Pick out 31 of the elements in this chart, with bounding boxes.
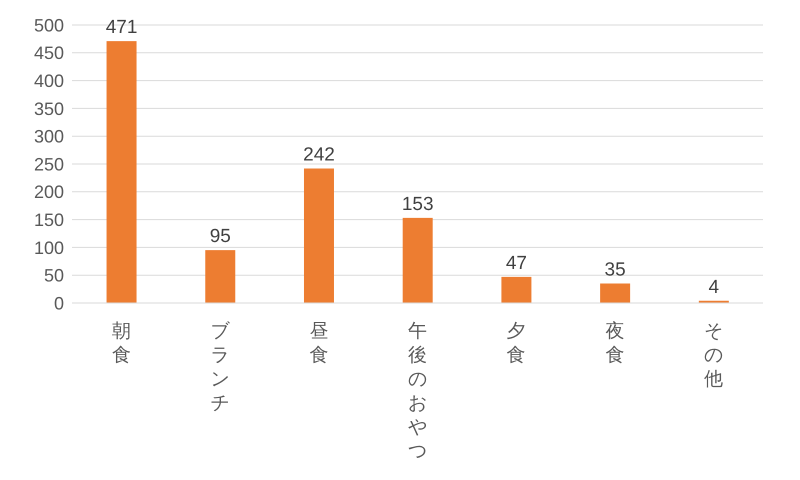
y-tick-label: 100 bbox=[34, 238, 64, 258]
x-tick-label: 夜食 bbox=[605, 320, 624, 366]
y-tick-label: 200 bbox=[34, 182, 64, 202]
bar bbox=[402, 218, 433, 303]
data-label: 4 bbox=[708, 276, 720, 298]
x-tick-label: 夕食 bbox=[506, 321, 526, 366]
bar bbox=[600, 284, 630, 303]
y-tick-label: 300 bbox=[34, 126, 64, 147]
y-tick-label: 150 bbox=[34, 210, 64, 230]
data-label: 153 bbox=[402, 194, 434, 215]
data-label: 242 bbox=[303, 144, 335, 166]
y-tick-label: 500 bbox=[34, 15, 64, 36]
data-label: 47 bbox=[506, 252, 527, 274]
y-tick-label: 450 bbox=[34, 43, 64, 64]
x-tick-label: 午後のおやつ bbox=[408, 321, 427, 462]
data-label: 95 bbox=[210, 226, 231, 248]
data-label: 471 bbox=[106, 17, 138, 38]
bar bbox=[205, 250, 236, 303]
y-tick-label: 250 bbox=[34, 154, 64, 174]
bar bbox=[106, 41, 137, 303]
y-tick-label: 400 bbox=[34, 70, 64, 91]
y-tick-label: 350 bbox=[34, 98, 64, 119]
bar bbox=[304, 168, 334, 303]
x-tick-label: 朝食 bbox=[112, 321, 131, 366]
x-tick-label: ブランチ bbox=[210, 321, 231, 414]
x-tick-label: その他 bbox=[704, 321, 724, 390]
y-tick-label: 50 bbox=[44, 266, 64, 286]
bar bbox=[501, 276, 532, 303]
x-tick-label: 昼食 bbox=[309, 321, 328, 366]
data-label: 35 bbox=[604, 260, 626, 281]
y-tick-label: 0 bbox=[54, 293, 64, 314]
